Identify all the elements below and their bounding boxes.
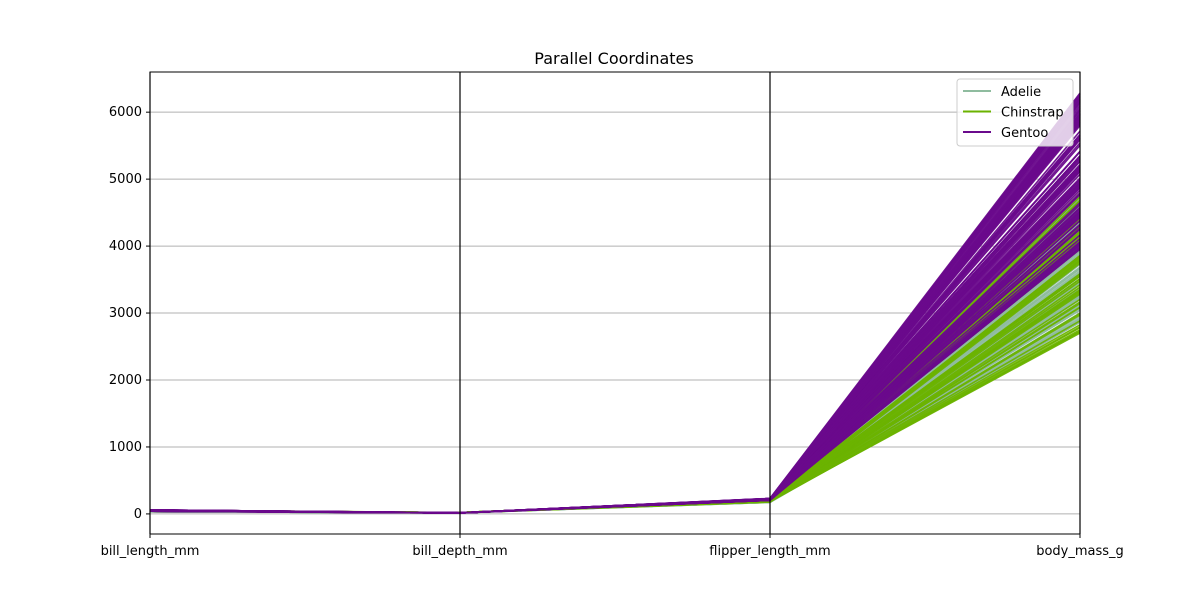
x-tick-label: bill_depth_mm <box>412 544 507 559</box>
x-tick-label: flipper_length_mm <box>709 544 830 559</box>
legend-label: Adelie <box>1001 85 1041 100</box>
tick-labels: 0 1000 2000 3000 4000 5000 6000 bill_length_mm b… <box>101 105 1124 559</box>
y-tick-label: 1000 <box>109 440 142 455</box>
y-tick-label: 2000 <box>109 373 142 388</box>
y-tick-label: 6000 <box>109 105 142 120</box>
series-line <box>149 98 1081 514</box>
series-gentoo <box>149 92 1081 514</box>
series-line <box>149 99 1081 514</box>
y-tick-label: 0 <box>134 507 142 522</box>
grid-layer <box>150 111 1080 515</box>
legend-label: Chinstrap <box>1001 106 1064 121</box>
legend: Adelie Chinstrap Gentoo <box>956 78 1074 147</box>
legend-label: Gentoo <box>1001 126 1048 141</box>
y-tick-label: 5000 <box>109 172 142 187</box>
series-line <box>149 98 1081 514</box>
series-lines <box>149 92 1081 514</box>
legend-box <box>956 78 1074 147</box>
series-chinstrap <box>149 192 1081 514</box>
x-tick-label: body_mass_g <box>1036 544 1124 559</box>
chart-title: Parallel Coordinates <box>534 49 693 68</box>
x-tick-label: bill_length_mm <box>101 544 200 559</box>
axes-layer <box>146 71 1081 538</box>
y-tick-label: 3000 <box>109 306 142 321</box>
y-tick-label: 4000 <box>109 239 142 254</box>
